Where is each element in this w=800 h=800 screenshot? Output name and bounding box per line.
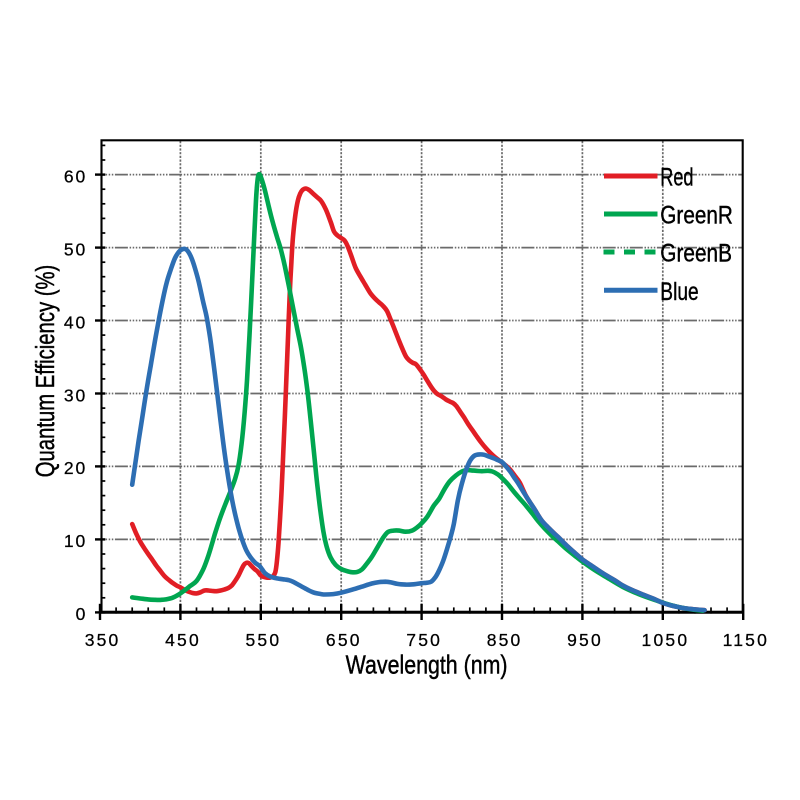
svg-text:30: 30 — [64, 385, 87, 405]
svg-text:Quantum Efficiency (%): Quantum Efficiency (%) — [31, 265, 60, 477]
svg-text:Wavelength (nm): Wavelength (nm) — [346, 650, 508, 679]
svg-text:550: 550 — [245, 630, 281, 650]
svg-text:60: 60 — [64, 166, 87, 186]
svg-text:40: 40 — [64, 312, 87, 332]
svg-text:50: 50 — [64, 239, 87, 259]
svg-text:950: 950 — [567, 630, 603, 650]
svg-text:450: 450 — [165, 630, 201, 650]
svg-text:850: 850 — [487, 630, 523, 650]
svg-text:0: 0 — [76, 604, 88, 624]
svg-text:1050: 1050 — [642, 630, 690, 650]
svg-text:750: 750 — [406, 630, 442, 650]
svg-text:650: 650 — [326, 630, 362, 650]
svg-text:GreenB: GreenB — [660, 239, 732, 267]
svg-text:20: 20 — [64, 458, 87, 478]
svg-text:Blue: Blue — [660, 277, 698, 305]
svg-text:GreenR: GreenR — [660, 201, 733, 229]
svg-text:10: 10 — [64, 531, 87, 551]
svg-text:1150: 1150 — [723, 630, 769, 650]
svg-text:Red: Red — [660, 163, 693, 192]
svg-text:350: 350 — [85, 630, 121, 650]
